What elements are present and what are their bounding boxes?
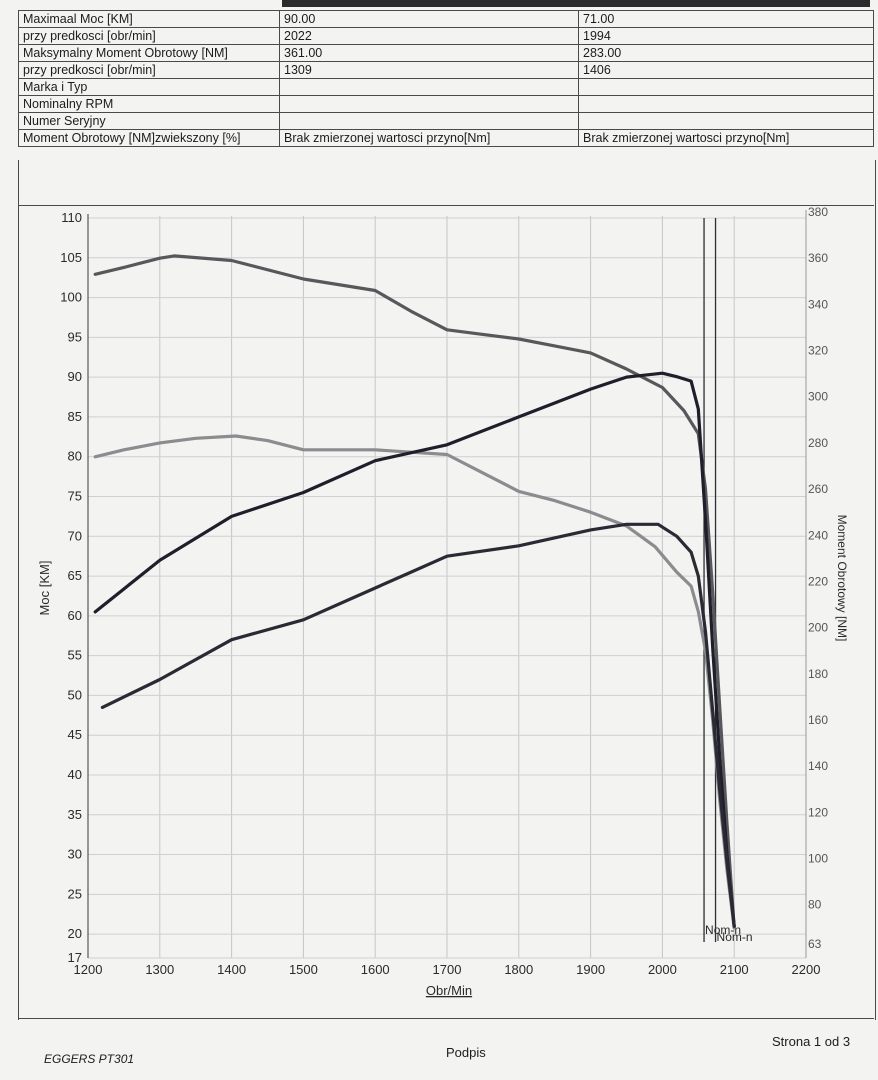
- spec-label: Maksymalny Moment Obrotowy [NM]: [18, 44, 280, 62]
- y-left-tick-label: 20: [68, 926, 82, 941]
- y-right-tick-label: 100: [808, 852, 828, 866]
- spec-row: Maximaal Moc [KM] 90.00 71.00: [18, 10, 874, 28]
- nominal-marker-label: Nom-n: [717, 930, 753, 944]
- chart-frame: [18, 160, 876, 1020]
- spec-row: Marka i Typ: [18, 78, 874, 96]
- y-right-tick-label: 80: [808, 898, 822, 912]
- spec-row: Moment Obrotowy [NM]zwiekszony [%] Brak z…: [18, 129, 874, 147]
- y-left-tick-label: 60: [68, 608, 82, 623]
- x-tick-label: 1200: [74, 962, 103, 977]
- y-right-tick-label: 220: [808, 574, 828, 588]
- spec-label: przy predkosci [obr/min]: [18, 61, 280, 79]
- y-left-tick-label: 110: [61, 210, 82, 225]
- y-right-tick-label: 360: [808, 251, 828, 265]
- y-left-tick-label: 100: [60, 290, 82, 305]
- y-right-tick-label: 260: [808, 482, 828, 496]
- x-tick-label: 1300: [145, 962, 174, 977]
- x-tick-label: 2100: [720, 962, 749, 977]
- device-label: EGGERS PT301: [44, 1052, 135, 1066]
- x-tick-label: 1800: [504, 962, 533, 977]
- y-left-tick-label: 85: [68, 409, 82, 424]
- x-tick-label: 1700: [433, 962, 462, 977]
- x-axis-label: Obr/Min: [426, 983, 472, 998]
- y-left-tick-label: 80: [68, 449, 82, 464]
- page-indicator: Strona 1 od 3: [772, 1034, 851, 1049]
- y-right-tick-label: 240: [808, 528, 828, 542]
- signature-label: Podpis: [446, 1045, 486, 1060]
- y-right-tick-label: 200: [808, 621, 828, 635]
- y-left-tick-label: 17: [68, 950, 82, 965]
- spec-value-2: 283.00: [578, 44, 874, 62]
- y-left-tick-label: 40: [68, 767, 82, 782]
- spec-row: przy predkosci [obr/min] 1309 1406: [18, 61, 874, 79]
- spec-label: Nominalny RPM: [18, 95, 280, 113]
- x-tick-label: 1900: [576, 962, 605, 977]
- y-left-tick-label: 105: [60, 250, 82, 265]
- y-right-tick-label: 380: [808, 205, 828, 219]
- y-right-tick-label: 120: [808, 805, 828, 819]
- spec-value-2: Brak zmierzonej wartosci przyno[Nm]: [578, 129, 874, 147]
- y-right-tick-label: 180: [808, 667, 828, 681]
- y-left-tick-label: 70: [68, 528, 82, 543]
- y-left-tick-label: 65: [68, 568, 82, 583]
- y-right-tick-label: 160: [808, 713, 828, 727]
- spec-value-2: 71.00: [578, 10, 874, 28]
- y-right-tick-label: 340: [808, 297, 828, 311]
- spec-table: Maximaal Moc [KM] 90.00 71.00 przy predkosc…: [18, 10, 874, 147]
- spec-value-1: Brak zmierzonej wartosci przyno[Nm]: [279, 129, 579, 147]
- y-left-tick-label: 50: [68, 687, 82, 702]
- spec-label: Numer Seryjny: [18, 112, 280, 130]
- series-line: [93, 434, 736, 930]
- y-right-tick-label: 320: [808, 344, 828, 358]
- spec-label: Moment Obrotowy [NM]zwiekszony [%]: [18, 129, 280, 147]
- nominal-marker-label: Nom-n: [705, 923, 741, 937]
- x-tick-label: 2000: [648, 962, 677, 977]
- spec-label: przy predkosci [obr/min]: [18, 27, 280, 45]
- y-right-axis-label: Moment Obrotowy [NM]: [835, 515, 849, 642]
- x-tick-label: 1400: [217, 962, 246, 977]
- series-line: [93, 371, 736, 928]
- y-left-tick-label: 90: [68, 369, 82, 384]
- y-left-tick-label: 30: [68, 847, 82, 862]
- y-right-tick-label: 280: [808, 436, 828, 450]
- y-left-axis-label: Moc [KM]: [37, 561, 52, 616]
- header-bar: [282, 0, 870, 7]
- y-left-tick-label: 45: [68, 727, 82, 742]
- y-left-tick-label: 35: [68, 807, 82, 822]
- series-line: [93, 254, 736, 930]
- x-tick-label: 1600: [361, 962, 390, 977]
- y-left-tick-label: 55: [68, 648, 82, 663]
- y-right-tick-label: 300: [808, 390, 828, 404]
- x-tick-label: 1500: [289, 962, 318, 977]
- chart-frame-bottom-line: [18, 1018, 874, 1019]
- y-right-tick-label: 63: [808, 937, 822, 951]
- series-line: [100, 522, 736, 928]
- y-left-tick-label: 25: [68, 886, 82, 901]
- chart-frame-top-line: [18, 205, 874, 206]
- y-left-tick-label: 75: [68, 488, 82, 503]
- spec-label: Marka i Typ: [18, 78, 280, 96]
- y-right-tick-label: 140: [808, 759, 828, 773]
- spec-row: Maksymalny Moment Obrotowy [NM] 361.00 283…: [18, 44, 874, 62]
- y-left-tick-label: 95: [68, 329, 82, 344]
- x-tick-label: 2200: [792, 962, 821, 977]
